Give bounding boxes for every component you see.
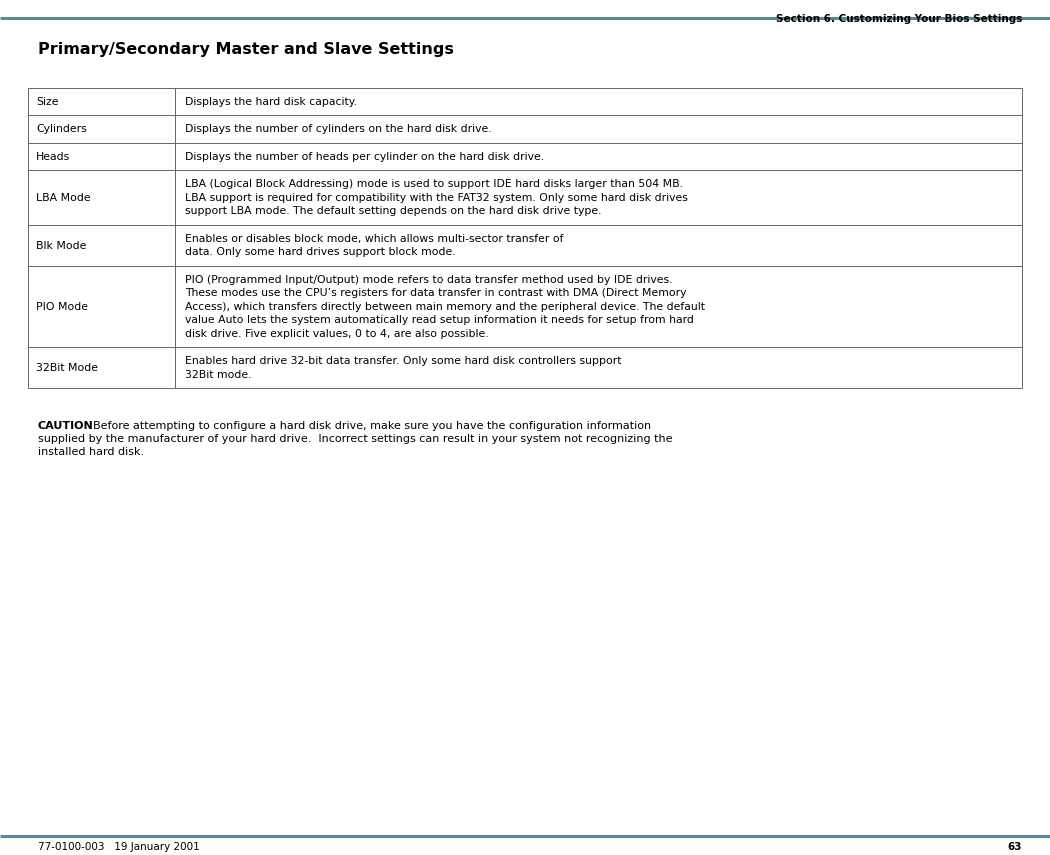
Text: PIO (Programmed Input/Output) mode refers to data transfer method used by IDE dr: PIO (Programmed Input/Output) mode refer… [185, 274, 672, 285]
Text: Primary/Secondary Master and Slave Settings: Primary/Secondary Master and Slave Setti… [38, 42, 454, 57]
Text: data. Only some hard drives support block mode.: data. Only some hard drives support bloc… [185, 247, 456, 257]
Text: Access), which transfers directly between main memory and the peripheral device.: Access), which transfers directly betwee… [185, 302, 705, 312]
Text: Blk Mode: Blk Mode [36, 240, 86, 251]
Text: supplied by the manufacturer of your hard drive.  Incorrect settings can result : supplied by the manufacturer of your har… [38, 433, 672, 444]
Text: PIO Mode: PIO Mode [36, 302, 88, 312]
Text: disk drive. Five explicit values, 0 to 4, are also possible.: disk drive. Five explicit values, 0 to 4… [185, 329, 488, 339]
Text: value Auto lets the system automatically read setup information it needs for set: value Auto lets the system automatically… [185, 315, 694, 325]
Text: 32Bit mode.: 32Bit mode. [185, 369, 252, 380]
Text: Heads: Heads [36, 151, 70, 162]
Text: These modes use the CPU’s registers for data transfer in contrast with DMA (Dire: These modes use the CPU’s registers for … [185, 288, 687, 298]
Text: LBA (Logical Block Addressing) mode is used to support IDE hard disks larger tha: LBA (Logical Block Addressing) mode is u… [185, 180, 682, 189]
Text: installed hard disk.: installed hard disk. [38, 446, 144, 457]
Text: 77-0100-003   19 January 2001: 77-0100-003 19 January 2001 [38, 842, 200, 852]
Text: Cylinders: Cylinders [36, 124, 87, 134]
Text: Before attempting to configure a hard disk drive, make sure you have the configu: Before attempting to configure a hard di… [86, 421, 651, 431]
Text: Enables hard drive 32-bit data transfer. Only some hard disk controllers support: Enables hard drive 32-bit data transfer.… [185, 357, 622, 366]
Text: LBA support is required for compatibility with the FAT32 system. Only some hard : LBA support is required for compatibilit… [185, 192, 688, 203]
Text: support LBA mode. The default setting depends on the hard disk drive type.: support LBA mode. The default setting de… [185, 206, 602, 216]
Text: 63: 63 [1008, 842, 1022, 852]
Text: LBA Mode: LBA Mode [36, 192, 90, 203]
Text: Displays the hard disk capacity.: Displays the hard disk capacity. [185, 97, 357, 107]
Text: Displays the number of heads per cylinder on the hard disk drive.: Displays the number of heads per cylinde… [185, 151, 544, 162]
Text: Displays the number of cylinders on the hard disk drive.: Displays the number of cylinders on the … [185, 124, 491, 134]
Text: 32Bit Mode: 32Bit Mode [36, 363, 98, 373]
Text: Size: Size [36, 97, 59, 107]
Text: Enables or disables block mode, which allows multi-sector transfer of: Enables or disables block mode, which al… [185, 233, 564, 244]
Text: CAUTION: CAUTION [38, 421, 93, 431]
Text: Section 6. Customizing Your Bios Settings: Section 6. Customizing Your Bios Setting… [776, 14, 1022, 24]
